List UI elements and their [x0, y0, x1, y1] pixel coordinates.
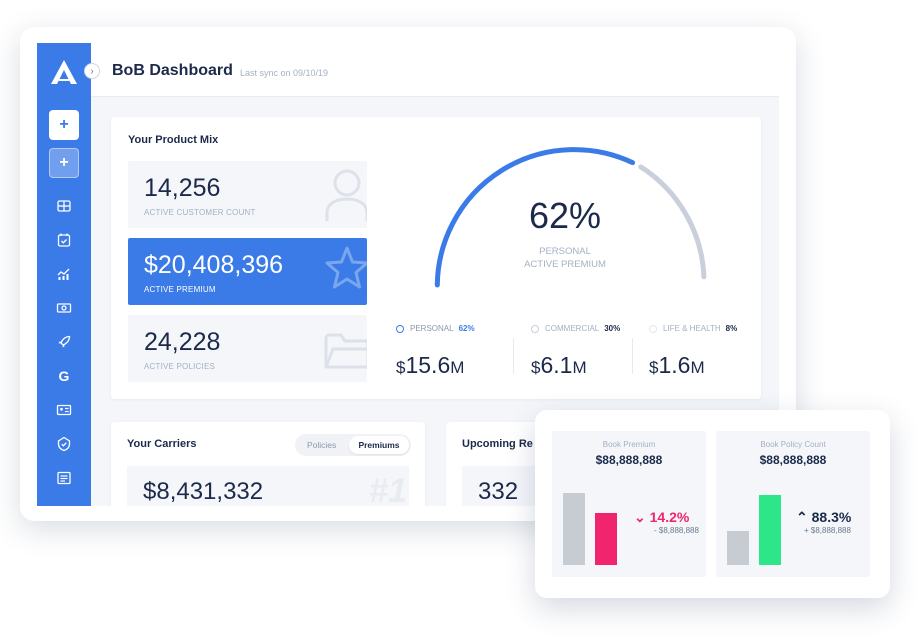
- personal-dot-icon: [396, 324, 404, 333]
- segment-personal-amount: $15.6M: [396, 352, 465, 378]
- segment-commercial-pct: 30%: [604, 324, 621, 333]
- rank-watermark: #1: [369, 472, 407, 506]
- product-mix-card: Your Product Mix 14,256 ACTIVE CUSTOMER …: [111, 117, 761, 399]
- book-premium-value: $88,888,888: [595, 453, 663, 467]
- segment-divider: [513, 338, 514, 374]
- book-premium-card[interactable]: Book Premium $88,888,888 ⌄ 14.2% - $8,88…: [552, 431, 706, 577]
- book-premium-title: Book Premium: [602, 440, 656, 449]
- active-policies-value: 24,228: [144, 328, 221, 356]
- sidebar: + + G: [37, 43, 91, 506]
- segment-divider: [632, 338, 633, 374]
- active-policies-label: ACTIVE POLICIES: [144, 362, 216, 371]
- collapse-sidebar-button[interactable]: ›: [84, 63, 100, 79]
- toggle-premiums[interactable]: Premiums: [349, 436, 409, 454]
- upcoming-title: Upcoming Re: [462, 438, 533, 450]
- carriers-toggle[interactable]: Policies Premiums: [295, 434, 411, 456]
- active-premium-stat[interactable]: $20,408,396 ACTIVE PREMIUM: [128, 238, 367, 305]
- product-mix-title: Your Product Mix: [128, 134, 219, 146]
- active-policies-stat[interactable]: 24,228 ACTIVE POLICIES: [128, 315, 367, 382]
- life-health-dot-icon: [649, 324, 657, 333]
- add-secondary-button[interactable]: +: [49, 148, 79, 178]
- comparison-popup: Book Premium $88,888,888 ⌄ 14.2% - $8,88…: [535, 410, 890, 598]
- gauge-caption-line2: ACTIVE PREMIUM: [524, 259, 606, 270]
- gauge-caption-line1: PERSONAL: [539, 246, 591, 257]
- book-policy-count-card[interactable]: Book Policy Count $88,888,888 ⌃ 88.3% + …: [716, 431, 870, 577]
- customer-count-stat[interactable]: 14,256 ACTIVE CUSTOMER COUNT: [128, 161, 367, 228]
- policy-delta-sub: + $8,888,888: [804, 526, 851, 535]
- chart-icon[interactable]: [56, 266, 72, 282]
- shield-icon[interactable]: [56, 436, 72, 452]
- top-bar: [91, 43, 779, 97]
- dashboard-screen: + + G › BoB Dashboard Last sync on 09/10…: [37, 43, 779, 506]
- segment-commercial-amount: $6.1M: [531, 352, 587, 378]
- segment-commercial-label[interactable]: COMMERCIAL 30%: [531, 324, 620, 333]
- active-premium-value: $20,408,396: [144, 251, 284, 279]
- premium-bars: [563, 473, 623, 565]
- gauge-remaining-arc: [638, 164, 707, 280]
- money-icon[interactable]: [56, 300, 72, 316]
- google-icon[interactable]: G: [56, 368, 72, 384]
- segment-personal-label[interactable]: PERSONAL 62%: [396, 324, 475, 333]
- chevron-down-icon: ⌄: [634, 509, 646, 525]
- segment-personal-pct: 62%: [458, 324, 475, 333]
- user-icon: [325, 169, 367, 221]
- folder-icon: [324, 333, 367, 369]
- customer-count-value: 14,256: [144, 174, 221, 202]
- gauge-percent: 62%: [528, 195, 602, 236]
- carriers-card: Your Carriers Policies Premiums $8,431,3…: [111, 422, 425, 506]
- premium-gauge: [434, 147, 707, 288]
- svg-text:G: G: [59, 368, 70, 384]
- segment-life-health-amount: $1.6M: [649, 352, 705, 378]
- policy-delta: ⌃ 88.3%: [796, 509, 852, 525]
- chevron-up-icon: ⌃: [796, 509, 808, 525]
- book-policy-count-value: $88,888,888: [759, 453, 827, 467]
- policy-count-bars: [727, 473, 787, 565]
- id-card-icon[interactable]: [56, 402, 72, 418]
- gauge-personal-arc: [434, 147, 636, 288]
- segment-personal-name: PERSONAL: [410, 324, 454, 333]
- toggle-policies[interactable]: Policies: [307, 440, 337, 450]
- policy-bar-previous: [727, 530, 749, 565]
- calendar-check-icon[interactable]: [56, 232, 72, 248]
- book-policy-count-title: Book Policy Count: [760, 440, 826, 449]
- segment-life-health-label[interactable]: LIFE & HEALTH 8%: [649, 324, 737, 333]
- premium-bar-current: [595, 513, 617, 565]
- segment-commercial-name: COMMERCIAL: [545, 324, 600, 333]
- premium-bar-previous: [563, 493, 585, 565]
- star-icon: [325, 246, 367, 289]
- premium-delta: ⌄ 14.2%: [634, 509, 690, 525]
- premium-delta-sub: - $8,888,888: [654, 526, 699, 535]
- upcoming-value: 332: [478, 478, 519, 505]
- active-premium-label: ACTIVE PREMIUM: [144, 285, 216, 294]
- grid-icon[interactable]: [56, 198, 72, 214]
- page-title: BoB Dashboard: [112, 62, 233, 79]
- rocket-icon[interactable]: [56, 334, 72, 350]
- commercial-dot-icon: [531, 324, 539, 333]
- logo-icon: [51, 60, 77, 84]
- customer-count-label: ACTIVE CUSTOMER COUNT: [144, 208, 256, 217]
- carriers-value-box: $8,431,332 #1: [127, 466, 409, 506]
- last-sync-text: Last sync on 09/10/19: [240, 68, 329, 78]
- segment-life-health-pct: 8%: [725, 324, 738, 333]
- segment-life-health-name: LIFE & HEALTH: [663, 324, 721, 333]
- policy-bar-current: [759, 495, 781, 565]
- add-button[interactable]: +: [49, 110, 79, 140]
- carriers-title: Your Carriers: [127, 438, 197, 450]
- carriers-value: $8,431,332: [143, 478, 264, 505]
- list-icon[interactable]: [56, 470, 72, 486]
